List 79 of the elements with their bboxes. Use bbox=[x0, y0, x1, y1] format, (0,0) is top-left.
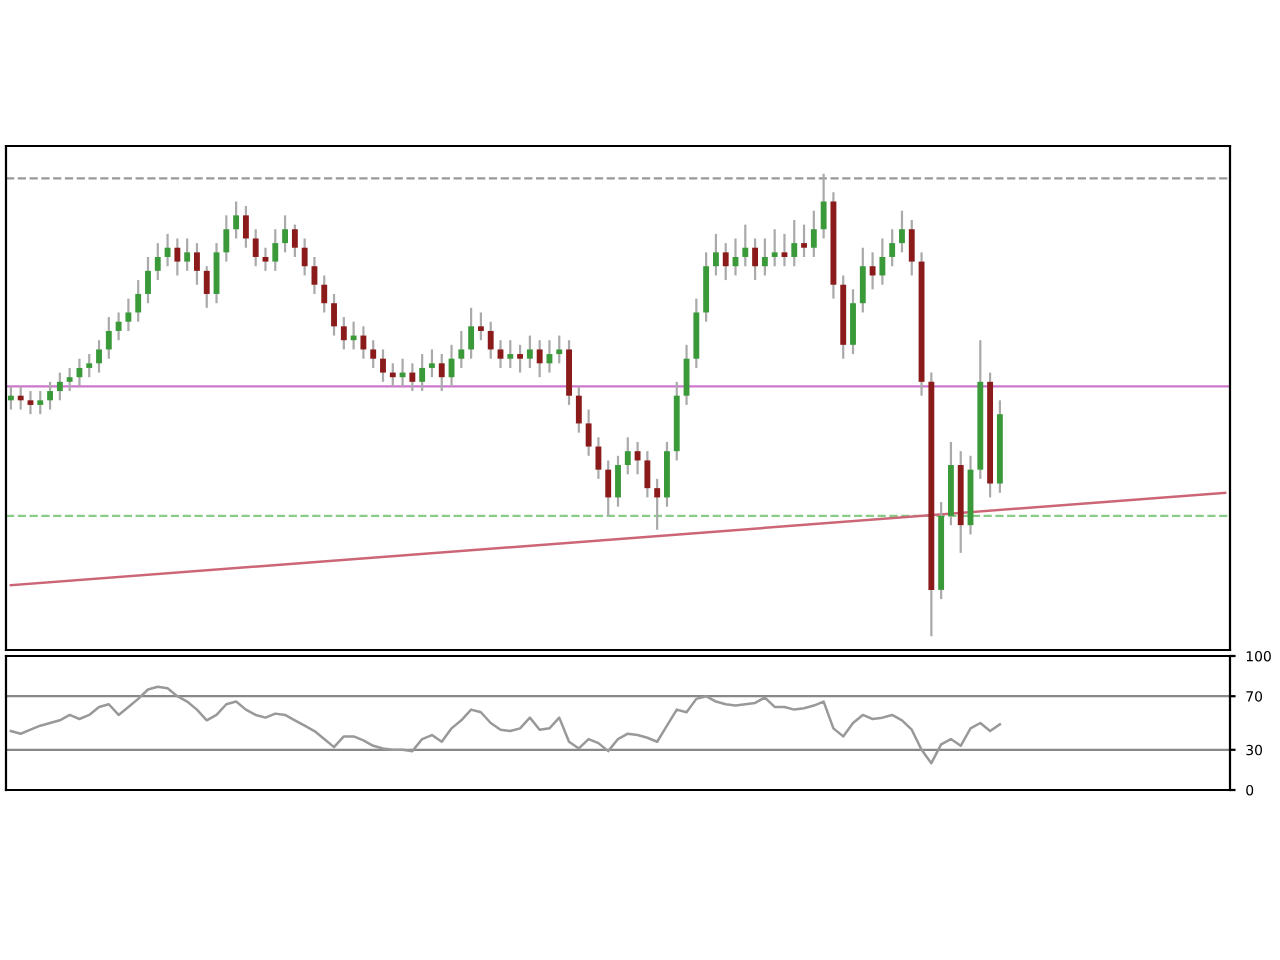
candlestick bbox=[879, 237, 886, 286]
candlestick bbox=[477, 311, 484, 342]
candlestick bbox=[203, 265, 210, 309]
candlestick bbox=[125, 297, 132, 333]
candlestick bbox=[272, 228, 279, 272]
line-series bbox=[9, 685, 1002, 765]
candlestick bbox=[194, 241, 200, 286]
candlestick bbox=[184, 237, 191, 272]
candlestick bbox=[86, 352, 93, 379]
candlestick bbox=[575, 385, 582, 434]
candlestick bbox=[585, 408, 592, 457]
candlestick bbox=[742, 223, 749, 268]
candlestick bbox=[115, 311, 122, 342]
candlestick bbox=[899, 209, 905, 254]
candlestick bbox=[370, 339, 377, 370]
candlestick bbox=[458, 329, 465, 370]
candlestick bbox=[262, 246, 269, 272]
candlestick bbox=[154, 241, 161, 282]
candlestick bbox=[761, 237, 768, 277]
candlestick bbox=[252, 228, 259, 268]
candlestick bbox=[615, 454, 621, 508]
candlestick bbox=[223, 214, 230, 263]
candlestick bbox=[752, 237, 759, 282]
candlestick bbox=[56, 371, 63, 402]
candlestick bbox=[419, 352, 426, 393]
candlestick bbox=[340, 315, 347, 351]
candlestick bbox=[468, 306, 475, 360]
candlestick bbox=[429, 348, 435, 379]
candlestick bbox=[810, 209, 817, 259]
candlestick bbox=[654, 477, 661, 531]
candlestick bbox=[174, 237, 181, 277]
candlestick bbox=[781, 232, 788, 268]
candlestick bbox=[507, 339, 514, 370]
candlestick bbox=[566, 339, 572, 407]
candlestick bbox=[438, 352, 445, 393]
candlestick bbox=[644, 450, 651, 499]
candlestick bbox=[242, 205, 249, 249]
candlestick bbox=[771, 228, 778, 268]
candlestick bbox=[105, 315, 112, 360]
candlestick bbox=[145, 255, 151, 305]
candlestick bbox=[556, 334, 563, 365]
candlestick bbox=[321, 274, 328, 314]
candlestick bbox=[703, 251, 710, 323]
candlestick bbox=[889, 228, 896, 268]
candlestick bbox=[331, 292, 337, 337]
candlestick bbox=[164, 232, 171, 268]
candlestick bbox=[282, 214, 289, 254]
candlestick bbox=[664, 440, 670, 508]
candlestick bbox=[536, 339, 543, 379]
candlestick bbox=[605, 459, 612, 518]
candlestick bbox=[712, 232, 719, 277]
candlestick bbox=[791, 218, 798, 268]
candlestick bbox=[380, 348, 386, 383]
candlestick bbox=[595, 436, 602, 481]
candlestick bbox=[409, 362, 416, 393]
candlestick bbox=[37, 389, 44, 416]
candlestick bbox=[820, 172, 827, 240]
candlestick bbox=[859, 246, 866, 314]
candlestick bbox=[360, 325, 367, 360]
candlestick bbox=[517, 343, 524, 374]
candlestick bbox=[66, 366, 73, 393]
candlestick bbox=[722, 241, 729, 282]
candlestick bbox=[526, 334, 533, 370]
candlestick bbox=[497, 339, 504, 370]
candlestick bbox=[291, 223, 298, 259]
candlestick bbox=[487, 320, 494, 360]
candlestick bbox=[96, 339, 102, 374]
candlestick bbox=[850, 288, 856, 356]
candlestick bbox=[233, 200, 240, 240]
candlestick bbox=[869, 251, 876, 291]
candlestick bbox=[624, 436, 631, 476]
candlestick bbox=[801, 223, 807, 259]
candlestick bbox=[47, 380, 53, 411]
candlestick bbox=[135, 278, 142, 323]
candlestick bbox=[908, 218, 915, 277]
candlestick bbox=[634, 440, 641, 476]
candlestick bbox=[27, 389, 34, 416]
candlestick bbox=[301, 237, 308, 277]
candlestick bbox=[693, 297, 700, 370]
